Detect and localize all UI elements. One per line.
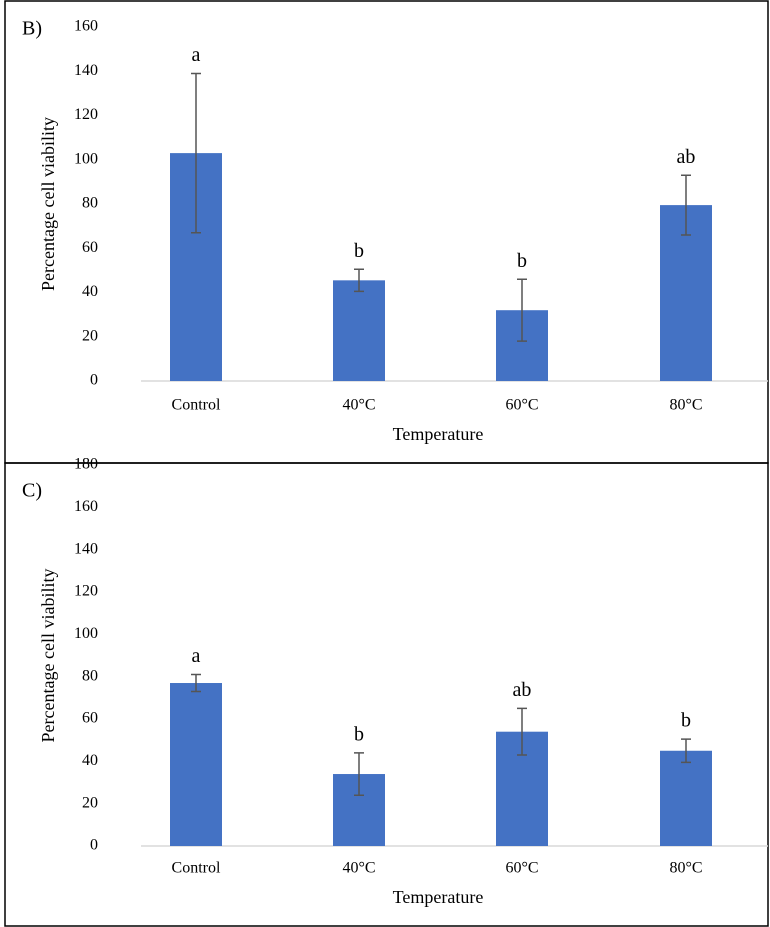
y-tick-label: 120 — [74, 583, 98, 600]
bar — [170, 683, 222, 846]
significance-letter: b — [681, 710, 691, 732]
panel-label: B) — [22, 18, 42, 40]
panel-border — [5, 1, 768, 463]
bar — [660, 751, 712, 846]
y-tick-label: 100 — [74, 625, 98, 642]
y-tick-label: 140 — [74, 540, 98, 557]
y-tick-label: 80 — [82, 195, 98, 212]
significance-letter: b — [354, 240, 364, 262]
significance-letter: a — [192, 645, 201, 667]
figure: B) 0 20 40 60 80 100 120 140 160 Percentage cell v… — [0, 0, 770, 927]
y-tick-label: 60 — [82, 710, 98, 727]
y-tick-label: 180 — [74, 456, 98, 473]
y-axis-title: Percentage cell viability — [38, 569, 58, 743]
y-tick-label: 140 — [74, 62, 98, 79]
x-tick-label: 80°C — [669, 397, 702, 414]
y-tick-label: 160 — [74, 18, 98, 35]
x-tick-label: 40°C — [342, 397, 375, 414]
x-tick-label: 60°C — [505, 860, 538, 877]
x-tick-label: Control — [172, 397, 221, 414]
y-tick-label: 80 — [82, 667, 98, 684]
y-tick-label: 0 — [90, 372, 98, 389]
significance-letter: b — [354, 723, 364, 745]
significance-letter: b — [517, 250, 527, 272]
significance-letter: ab — [513, 679, 532, 701]
y-tick-label: 20 — [82, 327, 98, 344]
bar — [333, 280, 385, 381]
panel-label: C) — [22, 480, 42, 502]
y-tick-label: 160 — [74, 498, 98, 515]
x-tick-label: 40°C — [342, 860, 375, 877]
x-tick-label: Control — [172, 860, 221, 877]
x-tick-label: 80°C — [669, 860, 702, 877]
y-tick-label: 100 — [74, 150, 98, 167]
y-tick-label: 120 — [74, 106, 98, 123]
y-tick-label: 40 — [82, 752, 98, 769]
x-axis-title: Temperature — [393, 887, 484, 907]
significance-letter: a — [192, 44, 201, 66]
panel-border — [5, 463, 768, 926]
y-tick-label: 0 — [90, 837, 98, 854]
y-tick-label: 40 — [82, 283, 98, 300]
x-tick-label: 60°C — [505, 397, 538, 414]
y-axis-title: Percentage cell viability — [38, 117, 58, 291]
y-tick-label: 60 — [82, 239, 98, 256]
x-axis-title: Temperature — [393, 424, 484, 444]
significance-letter: ab — [677, 146, 696, 168]
y-tick-label: 20 — [82, 794, 98, 811]
